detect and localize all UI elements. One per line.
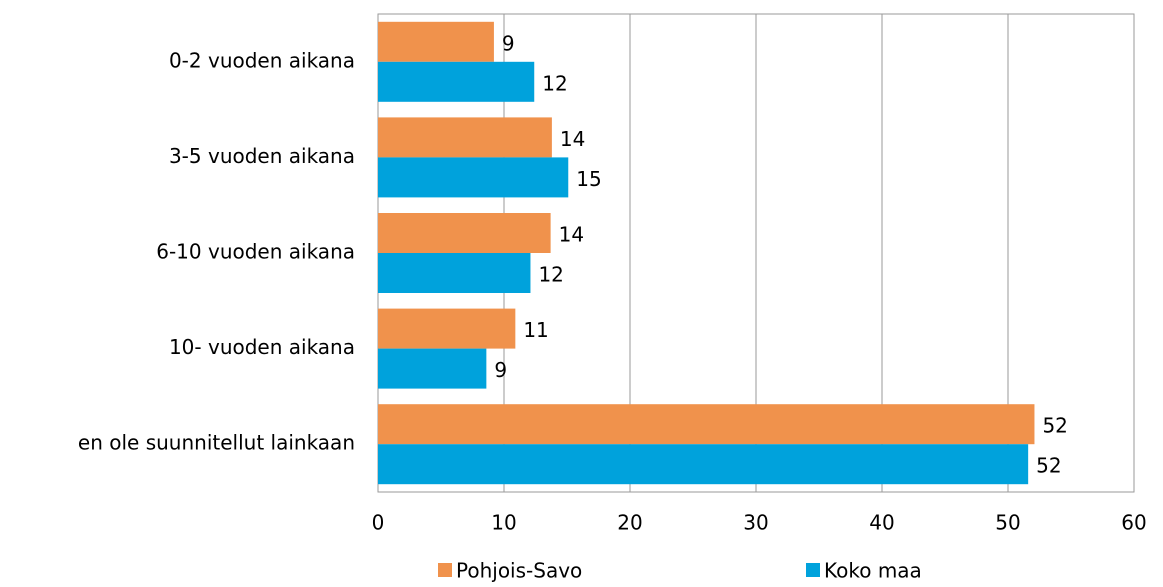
legend-label: Koko maa — [824, 559, 922, 583]
y-tick-label: 3-5 vuoden aikana — [169, 144, 355, 168]
x-tick-label: 40 — [869, 511, 894, 535]
y-tick-label: 6-10 vuoden aikana — [156, 240, 355, 264]
x-tick-label: 50 — [995, 511, 1020, 535]
y-tick-label: en ole suunnitellut lainkaan — [78, 431, 355, 455]
bar — [378, 444, 1029, 485]
data-label: 11 — [523, 318, 548, 342]
bar — [378, 157, 569, 198]
data-label: 9 — [494, 358, 507, 382]
data-label: 12 — [538, 263, 563, 287]
bar — [378, 308, 516, 349]
bar — [378, 253, 531, 293]
bar — [378, 404, 1035, 445]
legend-swatch — [806, 563, 820, 577]
x-tick-label: 10 — [491, 511, 516, 535]
data-label: 9 — [502, 31, 515, 55]
x-tick-label: 20 — [617, 511, 642, 535]
x-tick-label: 30 — [743, 511, 768, 535]
bar — [378, 117, 552, 158]
bar — [378, 213, 551, 253]
bar — [378, 348, 487, 389]
bar — [378, 21, 494, 62]
x-tick-label: 0 — [372, 511, 385, 535]
data-label: 52 — [1042, 414, 1067, 438]
legend-swatch — [438, 563, 452, 577]
bar — [378, 61, 535, 102]
data-label: 15 — [576, 167, 601, 191]
data-label: 12 — [542, 71, 567, 95]
x-tick-label: 60 — [1121, 511, 1146, 535]
legend-label: Pohjois-Savo — [456, 559, 582, 583]
data-label: 14 — [559, 223, 584, 247]
y-tick-label: 0-2 vuoden aikana — [169, 48, 355, 72]
data-label: 14 — [560, 127, 585, 151]
y-tick-label: 10- vuoden aikana — [169, 335, 355, 359]
data-label: 52 — [1036, 454, 1061, 478]
